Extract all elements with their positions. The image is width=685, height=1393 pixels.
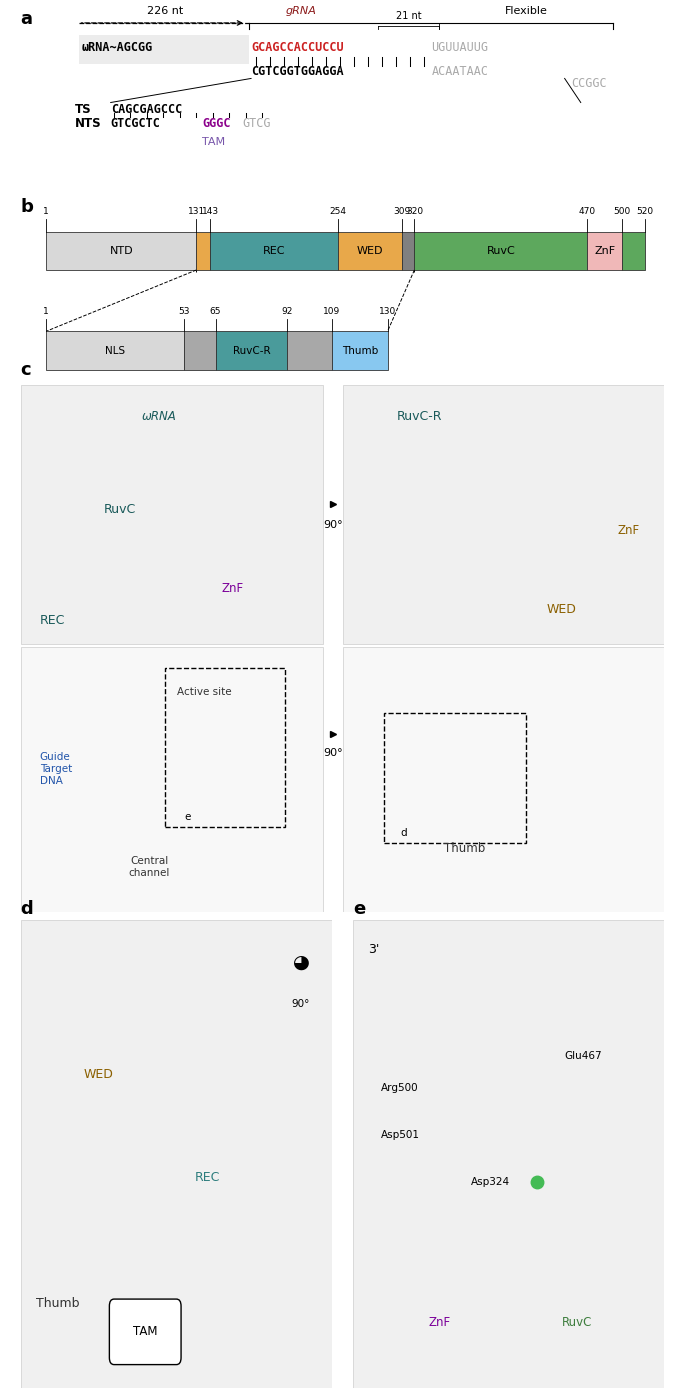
Text: 520: 520 <box>636 206 653 216</box>
Bar <box>342 384 664 645</box>
Text: NTS: NTS <box>75 117 102 131</box>
Bar <box>338 231 401 270</box>
Text: GTCGCTC: GTCGCTC <box>111 117 160 131</box>
Text: 131: 131 <box>188 206 205 216</box>
Bar <box>79 35 249 64</box>
Bar <box>287 332 332 369</box>
Text: ωRNA~AGCGG: ωRNA~AGCGG <box>82 42 153 54</box>
Text: REC: REC <box>40 614 65 627</box>
Text: c: c <box>21 361 32 379</box>
Text: e: e <box>185 812 191 822</box>
Bar <box>414 231 588 270</box>
Text: RuvC-R: RuvC-R <box>397 410 443 423</box>
Text: CGTCGGTGGAGGA: CGTCGGTGGAGGA <box>251 65 344 78</box>
Text: Thumb: Thumb <box>36 1297 79 1311</box>
Text: 1: 1 <box>43 306 49 315</box>
Text: 320: 320 <box>406 206 423 216</box>
Text: 53: 53 <box>178 306 190 315</box>
Bar <box>384 713 526 843</box>
Text: WED: WED <box>547 603 576 616</box>
Text: RuvC: RuvC <box>486 245 515 256</box>
Text: 1: 1 <box>43 206 49 216</box>
Text: REC: REC <box>263 245 286 256</box>
Text: TAM: TAM <box>202 138 225 148</box>
Text: WED: WED <box>84 1068 114 1081</box>
Text: NLS: NLS <box>105 345 125 355</box>
Text: 21 nt: 21 nt <box>396 11 422 21</box>
Text: gRNA: gRNA <box>285 6 316 15</box>
Text: REC: REC <box>195 1172 221 1184</box>
Text: 109: 109 <box>323 306 340 315</box>
Text: GGGC: GGGC <box>202 117 231 131</box>
Text: Arg500: Arg500 <box>381 1084 419 1094</box>
Text: 309: 309 <box>393 206 410 216</box>
Text: CAGCGAGCCC: CAGCGAGCCC <box>111 103 182 117</box>
Text: Central
channel: Central channel <box>129 857 170 878</box>
Text: d: d <box>401 827 407 837</box>
Bar <box>47 231 197 270</box>
Text: TS: TS <box>75 103 92 117</box>
Text: 254: 254 <box>329 206 347 216</box>
Text: Thumb: Thumb <box>342 345 378 355</box>
Bar <box>216 332 287 369</box>
Bar <box>21 384 323 645</box>
Text: a: a <box>21 10 33 28</box>
Text: 90°: 90° <box>292 999 310 1010</box>
Text: GCAGCCACCUCCU: GCAGCCACCUCCU <box>251 42 344 54</box>
Bar <box>184 332 216 369</box>
Text: ZnF: ZnF <box>618 524 640 536</box>
Text: ZnF: ZnF <box>222 582 244 595</box>
FancyBboxPatch shape <box>110 1300 181 1365</box>
Bar <box>332 332 388 369</box>
Bar <box>588 231 622 270</box>
Text: ωRNA: ωRNA <box>142 410 176 423</box>
Text: ZnF: ZnF <box>429 1316 451 1329</box>
Bar <box>342 646 664 912</box>
Text: Not observed: Not observed <box>47 414 121 423</box>
Bar <box>21 646 323 912</box>
Text: ACAATAAC: ACAATAAC <box>432 65 488 78</box>
Text: 3': 3' <box>369 943 379 957</box>
Bar <box>622 231 645 270</box>
Text: RuvC-R: RuvC-R <box>232 345 270 355</box>
Text: Active site: Active site <box>177 687 232 696</box>
Text: 65: 65 <box>210 306 221 315</box>
Text: 130: 130 <box>379 306 396 315</box>
Bar <box>166 669 284 827</box>
Text: 143: 143 <box>201 206 219 216</box>
Text: 470: 470 <box>579 206 596 216</box>
Text: RuvC: RuvC <box>104 503 136 515</box>
Text: CCGGC: CCGGC <box>571 77 607 89</box>
Bar <box>197 231 210 270</box>
Text: e: e <box>353 900 365 918</box>
Text: GTCG: GTCG <box>242 117 271 131</box>
Text: TAM: TAM <box>133 1325 158 1339</box>
Text: b: b <box>21 198 34 216</box>
Bar <box>401 231 414 270</box>
Text: Asp501: Asp501 <box>381 1130 420 1141</box>
Bar <box>210 231 338 270</box>
Text: d: d <box>21 900 34 918</box>
Text: RuvC: RuvC <box>562 1316 593 1329</box>
Text: 90°: 90° <box>323 520 342 531</box>
Text: ◕: ◕ <box>292 953 310 972</box>
Text: Glu467: Glu467 <box>564 1050 602 1060</box>
Text: 90°: 90° <box>323 748 342 758</box>
Text: Thumb: Thumb <box>444 841 486 855</box>
Text: 92: 92 <box>282 306 292 315</box>
Text: Flexible: Flexible <box>505 6 547 15</box>
Text: ZnF: ZnF <box>594 245 615 256</box>
Text: Asp324: Asp324 <box>471 1177 510 1187</box>
Text: 226 nt: 226 nt <box>147 6 184 15</box>
Text: Guide
Target
DNA: Guide Target DNA <box>40 752 72 786</box>
Text: 500: 500 <box>614 206 631 216</box>
Text: NTD: NTD <box>110 245 133 256</box>
Text: WED: WED <box>357 245 383 256</box>
Text: UGUUAUUG: UGUUAUUG <box>432 42 488 54</box>
Bar <box>47 332 184 369</box>
